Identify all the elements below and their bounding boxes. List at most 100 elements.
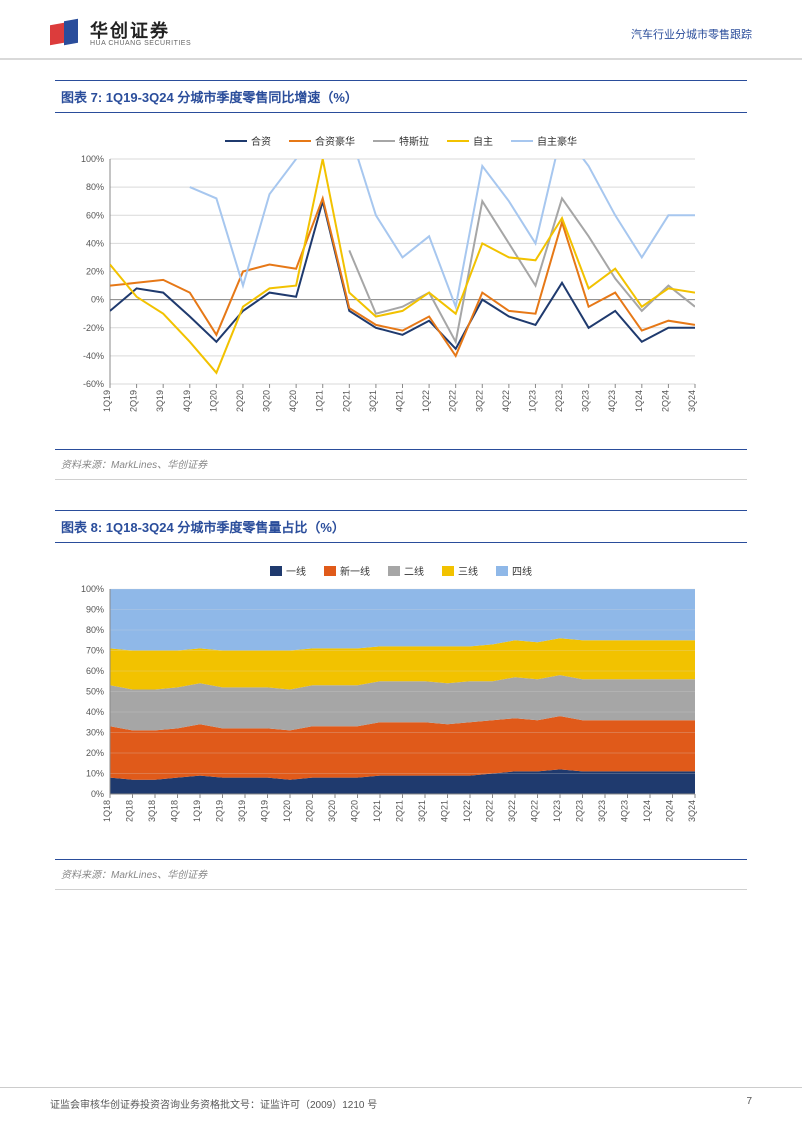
svg-text:1Q20: 1Q20 xyxy=(208,390,218,412)
svg-text:1Q22: 1Q22 xyxy=(421,390,431,412)
chart7-legend-item: 特斯拉 xyxy=(373,133,429,148)
page: 华创证券 HUA CHUANG SECURITIES 汽车行业分城市零售跟踪 图… xyxy=(0,0,802,1133)
legend-label: 特斯拉 xyxy=(399,133,429,148)
svg-text:4Q19: 4Q19 xyxy=(182,390,192,412)
footer-left: 证监会审核华创证券投资咨询业务资格批文号：证监许可（2009）1210 号 xyxy=(50,1096,377,1111)
svg-text:1Q22: 1Q22 xyxy=(462,800,472,822)
legend-label: 自主豪华 xyxy=(537,133,577,148)
svg-text:-40%: -40% xyxy=(83,351,104,361)
svg-text:2Q20: 2Q20 xyxy=(305,800,315,822)
svg-text:70%: 70% xyxy=(86,646,104,656)
legend-label: 新一线 xyxy=(340,563,370,578)
content-area: 图表 7: 1Q19-3Q24 分城市季度零售同比增速（%） 合资 合资豪华 特斯拉… xyxy=(0,60,802,890)
svg-text:0%: 0% xyxy=(91,295,104,305)
svg-text:4Q20: 4Q20 xyxy=(350,800,360,822)
svg-text:2Q20: 2Q20 xyxy=(235,390,245,412)
svg-text:4Q23: 4Q23 xyxy=(620,800,630,822)
svg-text:50%: 50% xyxy=(86,687,104,697)
svg-text:3Q19: 3Q19 xyxy=(155,390,165,412)
chart7-canvas-wrap: 合资合资豪华特斯拉自主自主豪华 -60%-40%-20%0%20%40%60%8… xyxy=(55,113,747,449)
svg-text:4Q21: 4Q21 xyxy=(395,390,405,412)
chart8-legend-item: 三线 xyxy=(442,563,478,578)
legend-swatch-icon xyxy=(447,140,469,142)
svg-text:3Q18: 3Q18 xyxy=(147,800,157,822)
svg-text:1Q19: 1Q19 xyxy=(192,800,202,822)
svg-text:3Q22: 3Q22 xyxy=(507,800,517,822)
svg-text:-20%: -20% xyxy=(83,323,104,333)
svg-text:3Q20: 3Q20 xyxy=(262,390,272,412)
svg-text:3Q24: 3Q24 xyxy=(687,390,697,412)
svg-text:3Q23: 3Q23 xyxy=(597,800,607,822)
svg-text:4Q22: 4Q22 xyxy=(530,800,540,822)
legend-swatch-icon xyxy=(373,140,395,142)
legend-label: 三线 xyxy=(458,563,478,578)
footer-page-number: 7 xyxy=(746,1096,752,1111)
svg-text:2Q19: 2Q19 xyxy=(215,800,225,822)
svg-text:4Q23: 4Q23 xyxy=(607,390,617,412)
legend-swatch-icon xyxy=(225,140,247,142)
legend-swatch-icon xyxy=(511,140,533,142)
legend-swatch-icon xyxy=(442,566,454,576)
legend-label: 合资 xyxy=(251,133,271,148)
chart8-svg: 0%10%20%30%40%50%60%70%80%90%100%1Q182Q1… xyxy=(65,584,705,844)
legend-swatch-icon xyxy=(388,566,400,576)
chart7-source: 资料来源：MarkLines、华创证券 xyxy=(55,449,747,480)
svg-text:20%: 20% xyxy=(86,267,104,277)
chart7-svg: -60%-40%-20%0%20%40%60%80%100%1Q192Q193Q… xyxy=(65,154,705,434)
svg-text:30%: 30% xyxy=(86,728,104,738)
svg-text:1Q21: 1Q21 xyxy=(372,800,382,822)
legend-swatch-icon xyxy=(324,566,336,576)
svg-text:3Q19: 3Q19 xyxy=(237,800,247,822)
chart7-legend-item: 自主 xyxy=(447,133,493,148)
svg-text:1Q23: 1Q23 xyxy=(527,390,537,412)
chart8-legend-item: 一线 xyxy=(270,563,306,578)
svg-text:0%: 0% xyxy=(91,789,104,799)
svg-text:3Q21: 3Q21 xyxy=(368,390,378,412)
chart7-legend: 合资 合资豪华 特斯拉 自主 自主豪华 xyxy=(65,133,737,148)
legend-swatch-icon xyxy=(289,140,311,142)
svg-text:100%: 100% xyxy=(81,584,104,594)
legend-label: 合资豪华 xyxy=(315,133,355,148)
chart7-block: 图表 7: 1Q19-3Q24 分城市季度零售同比增速（%） 合资 合资豪华 特斯拉… xyxy=(55,80,747,480)
svg-text:2Q24: 2Q24 xyxy=(665,800,675,822)
svg-text:1Q18: 1Q18 xyxy=(102,800,112,822)
svg-text:10%: 10% xyxy=(86,769,104,779)
svg-text:-60%: -60% xyxy=(83,379,104,389)
svg-text:2Q19: 2Q19 xyxy=(129,390,139,412)
chart7-legend-item: 合资豪华 xyxy=(289,133,355,148)
chart8-legend-item: 新一线 xyxy=(324,563,370,578)
svg-text:60%: 60% xyxy=(86,666,104,676)
svg-text:1Q24: 1Q24 xyxy=(642,800,652,822)
svg-text:2Q22: 2Q22 xyxy=(448,390,458,412)
legend-label: 二线 xyxy=(404,563,424,578)
chart8-canvas-wrap: 一线新一线二线三线四线 0%10%20%30%40%50%60%70%80%90… xyxy=(55,543,747,859)
svg-text:1Q19: 1Q19 xyxy=(102,390,112,412)
logo-block: 华创证券 HUA CHUANG SECURITIES xyxy=(50,20,191,48)
svg-text:1Q20: 1Q20 xyxy=(282,800,292,822)
svg-text:60%: 60% xyxy=(86,210,104,220)
chart7-legend-item: 自主豪华 xyxy=(511,133,577,148)
svg-text:3Q20: 3Q20 xyxy=(327,800,337,822)
chart8-legend-item: 二线 xyxy=(388,563,424,578)
chart7-title: 图表 7: 1Q19-3Q24 分城市季度零售同比增速（%） xyxy=(55,80,747,113)
chart8-legend: 一线 新一线 二线 三线 四线 xyxy=(65,563,737,578)
svg-text:2Q23: 2Q23 xyxy=(554,390,564,412)
svg-text:20%: 20% xyxy=(86,748,104,758)
svg-text:4Q19: 4Q19 xyxy=(260,800,270,822)
legend-swatch-icon xyxy=(270,566,282,576)
header-report-title: 汽车行业分城市零售跟踪 xyxy=(631,26,752,42)
svg-text:3Q21: 3Q21 xyxy=(417,800,427,822)
svg-text:90%: 90% xyxy=(86,605,104,615)
logo-text-cn: 华创证券 xyxy=(90,22,191,40)
svg-text:3Q22: 3Q22 xyxy=(474,390,484,412)
svg-text:2Q18: 2Q18 xyxy=(125,800,135,822)
svg-text:1Q23: 1Q23 xyxy=(552,800,562,822)
svg-text:2Q24: 2Q24 xyxy=(660,390,670,412)
svg-text:2Q21: 2Q21 xyxy=(395,800,405,822)
svg-text:4Q21: 4Q21 xyxy=(440,800,450,822)
legend-label: 一线 xyxy=(286,563,306,578)
logo-text-en: HUA CHUANG SECURITIES xyxy=(90,40,191,47)
page-footer: 证监会审核华创证券投资咨询业务资格批文号：证监许可（2009）1210 号 7 xyxy=(0,1087,802,1111)
svg-text:40%: 40% xyxy=(86,707,104,717)
chart8-legend-item: 四线 xyxy=(496,563,532,578)
